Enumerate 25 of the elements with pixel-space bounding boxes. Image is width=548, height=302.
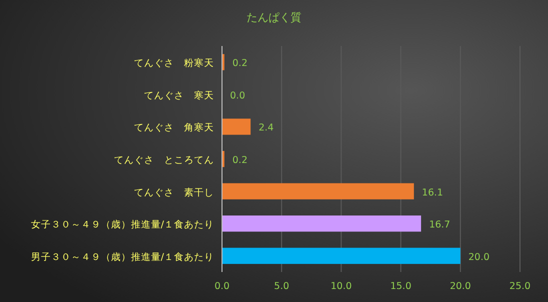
data-label: 16.1 [422,187,444,198]
data-label: 20.0 [468,252,490,263]
x-tick-label: 10.0 [330,281,352,292]
y-tick-label: 男子３０～４９（歳）推進量/１食あたり [30,250,214,263]
data-label: 16.7 [429,220,450,231]
y-tick-label: てんぐさ 角寒天 [134,122,214,134]
bar [222,183,414,200]
data-label: 0.2 [232,155,248,166]
y-tick-label: てんぐさ 素干し [134,186,214,198]
y-tick-label: てんぐさ 粉寒天 [134,57,214,70]
chart-title: たんぱく質 [246,11,302,24]
data-label: 0.0 [230,90,246,102]
x-tick-label: 25.0 [509,281,531,292]
x-tick-label: 20.0 [450,281,471,292]
x-tick-label: 15.0 [390,281,412,292]
bar [222,216,422,232]
bar [222,248,460,264]
y-tick-label: てんぐさ ところてん [114,155,214,166]
x-tick-label: 0.0 [214,281,230,292]
y-tick-label: 女子３０～４９（歳）推進量/１食あたり [30,218,214,231]
x-tick-label: 5.0 [274,281,290,292]
data-label: 2.4 [258,122,274,134]
data-label: 0.2 [232,58,248,70]
bar [222,118,251,135]
y-tick-label: てんぐさ 寒天 [144,89,214,102]
